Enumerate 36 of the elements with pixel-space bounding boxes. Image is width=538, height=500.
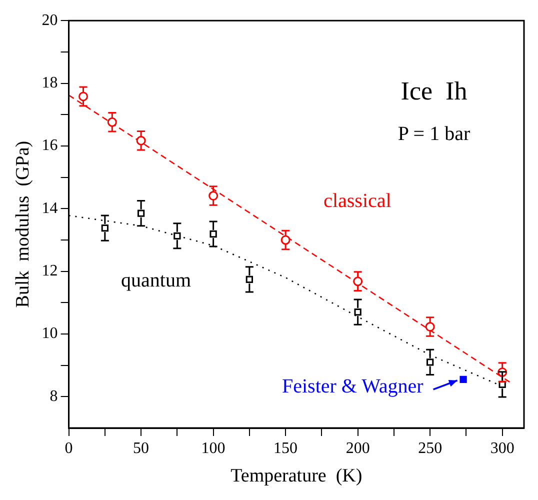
x-tick-label: 250: [418, 440, 442, 457]
point: [101, 224, 109, 232]
x-axis-title: Temperature (K): [230, 466, 362, 487]
x-tick-label: 150: [274, 440, 298, 457]
point: [137, 210, 145, 217]
y-axis-title: Bulk modulus (GPa): [12, 140, 34, 308]
y-tick-label: 14: [42, 200, 58, 217]
point: [425, 322, 435, 332]
point: [78, 92, 88, 102]
point: [460, 376, 467, 384]
text: classical: [324, 190, 392, 212]
y-tick-label: 12: [42, 262, 58, 280]
x-tick-label: 200: [346, 440, 370, 457]
point: [208, 191, 218, 201]
point: [280, 235, 290, 245]
series-label: quantum: [121, 270, 192, 292]
x-tick-label: 100: [201, 440, 226, 457]
y-tick-label: 16: [42, 137, 58, 154]
annotation: P = 1 bar: [398, 122, 470, 145]
point: [353, 276, 363, 286]
y-tick-label: 10: [42, 325, 58, 342]
point: [354, 308, 362, 316]
annotation: Ice Ih: [400, 76, 468, 106]
annotation: Feister & Wagner: [282, 376, 424, 398]
point: [107, 117, 117, 127]
x-tick-label: 0: [64, 440, 73, 457]
point: [426, 358, 434, 366]
point: [210, 230, 217, 238]
y-tick-label: 18: [42, 74, 58, 92]
x-tick-label: 300: [490, 440, 514, 457]
point: [136, 136, 146, 146]
y-tick-label: 8: [50, 388, 58, 405]
point: [174, 232, 181, 240]
x-tick-label: 50: [133, 440, 150, 457]
point: [246, 276, 254, 284]
y-tick-label: 20: [42, 12, 58, 29]
